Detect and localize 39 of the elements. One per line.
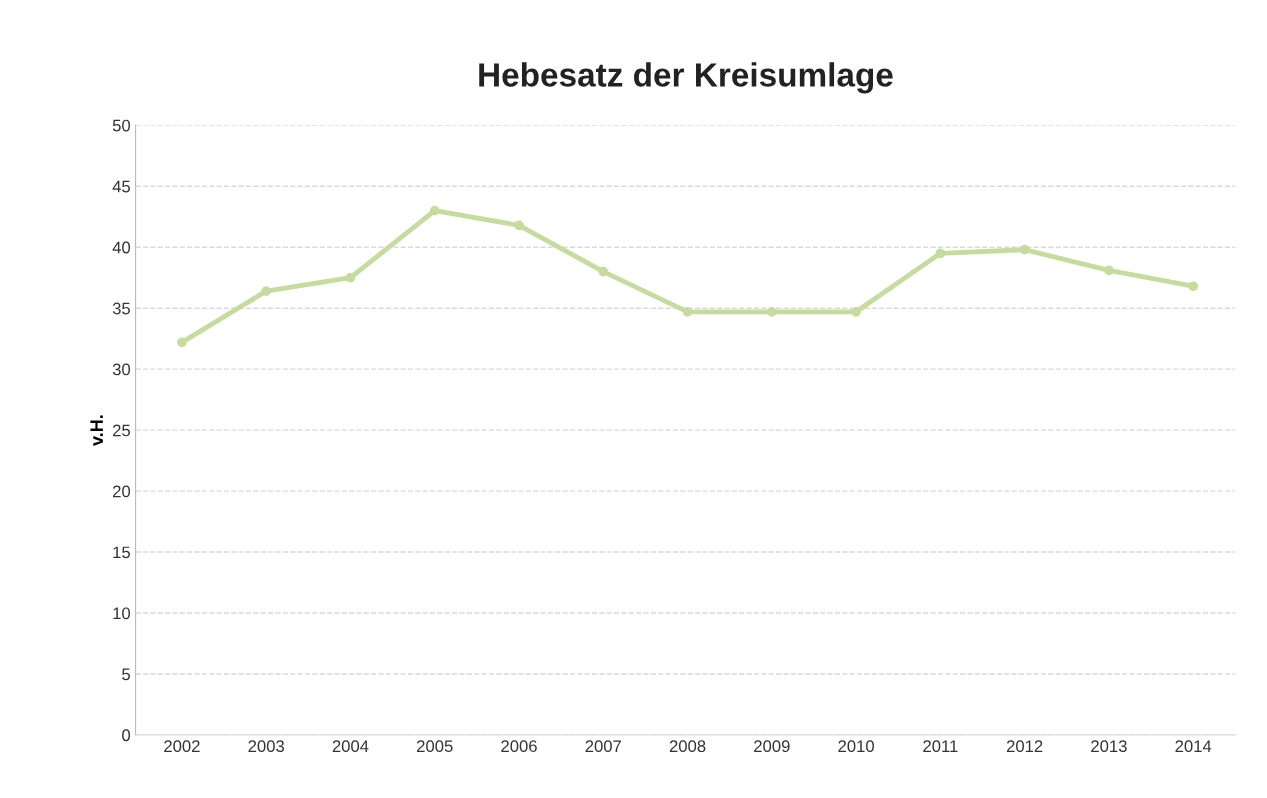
x-tick-label: 2003 [248, 740, 284, 753]
x-tick-label: 2006 [501, 740, 537, 753]
point [514, 220, 524, 231]
x-tick-label: 2012 [1006, 740, 1043, 753]
x-tick-label: 2009 [754, 740, 790, 753]
point [851, 306, 861, 317]
y-tick-label: 25 [113, 424, 131, 437]
x-tick-label: 2004 [332, 740, 369, 753]
chart-title: Hebesatz der Kreisumlage [479, 62, 893, 94]
x-tick-label: 2010 [838, 740, 874, 753]
point [177, 337, 187, 348]
point [935, 248, 946, 259]
x-tick-label: 2013 [1091, 740, 1127, 753]
y-tick-label: 35 [112, 302, 131, 315]
y-tick-label: 5 [122, 668, 131, 681]
y-axis-title: v.H. [90, 415, 103, 446]
y-tick-label: 10 [113, 607, 131, 620]
y-tick-label: 50 [112, 119, 131, 132]
point [261, 286, 272, 296]
point [766, 306, 777, 317]
point [345, 272, 356, 283]
point [1188, 281, 1199, 292]
point [1104, 265, 1114, 276]
x-tick-label: 2007 [585, 740, 621, 753]
point [429, 205, 440, 216]
y-tick-label: 40 [112, 241, 131, 254]
x-tick-label: 2014 [1175, 740, 1212, 753]
point [682, 306, 693, 317]
x-tick-label: 2002 [164, 740, 200, 753]
y-tick-label: 20 [113, 485, 131, 498]
point [598, 266, 609, 277]
y-tick-label: 15 [113, 546, 131, 559]
y-tick-label: 30 [112, 363, 131, 376]
x-tick-label: 2005 [417, 740, 453, 753]
y-tick-label: 45 [112, 180, 131, 193]
y-tick-label: 0 [122, 729, 131, 742]
point [1019, 244, 1030, 255]
x-tick-label: 2008 [669, 740, 706, 753]
x-tick-label: 2011 [923, 740, 958, 753]
